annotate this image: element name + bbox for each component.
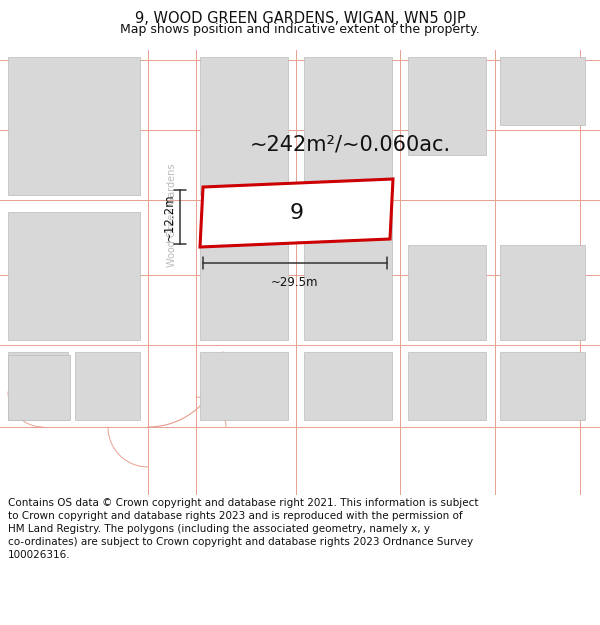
Text: 9: 9	[289, 203, 304, 223]
Bar	[408, 352, 486, 420]
Text: Wood Green Gardens: Wood Green Gardens	[167, 163, 177, 267]
Bar	[408, 57, 486, 155]
Text: 9, WOOD GREEN GARDENS, WIGAN, WN5 0JP: 9, WOOD GREEN GARDENS, WIGAN, WN5 0JP	[134, 11, 466, 26]
Text: ~12.2m: ~12.2m	[163, 193, 176, 241]
Bar	[200, 212, 288, 340]
Bar	[0, 427, 600, 495]
Bar	[500, 352, 585, 420]
Text: Contains OS data © Crown copyright and database right 2021. This information is : Contains OS data © Crown copyright and d…	[8, 498, 479, 561]
Text: Map shows position and indicative extent of the property.: Map shows position and indicative extent…	[120, 23, 480, 36]
Polygon shape	[200, 179, 393, 247]
Text: ~242m²/~0.060ac.: ~242m²/~0.060ac.	[250, 135, 451, 155]
Bar	[148, 50, 196, 427]
Bar	[75, 352, 140, 420]
Text: ~29.5m: ~29.5m	[271, 276, 319, 289]
Bar	[8, 352, 68, 420]
Bar	[8, 355, 70, 420]
Bar	[8, 212, 140, 340]
Bar	[500, 245, 585, 340]
Bar	[200, 352, 288, 420]
Bar	[408, 245, 486, 340]
Bar	[304, 352, 392, 420]
Bar	[200, 57, 288, 195]
Bar	[304, 57, 392, 195]
Bar	[304, 212, 392, 340]
Bar	[8, 57, 140, 195]
Bar	[500, 57, 585, 125]
